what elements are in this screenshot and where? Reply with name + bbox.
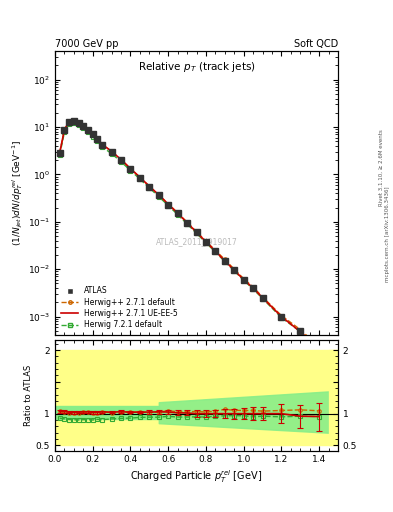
Text: Relative $p_T$ (track jets): Relative $p_T$ (track jets)	[138, 60, 255, 74]
Y-axis label: $(1/N_{jet})dN/dp_T^{rel}$ [GeV$^{-1}$]: $(1/N_{jet})dN/dp_T^{rel}$ [GeV$^{-1}$]	[11, 140, 25, 246]
Text: ATLAS_2011_I919017: ATLAS_2011_I919017	[156, 237, 237, 246]
X-axis label: Charged Particle $p_T^{rel}$ [GeV]: Charged Particle $p_T^{rel}$ [GeV]	[130, 468, 263, 485]
Y-axis label: Ratio to ATLAS: Ratio to ATLAS	[24, 365, 33, 426]
Legend: ATLAS, Herwig++ 2.7.1 default, Herwig++ 2.7.1 UE-EE-5, Herwig 7.2.1 default: ATLAS, Herwig++ 2.7.1 default, Herwig++ …	[59, 284, 180, 332]
Text: Soft QCD: Soft QCD	[294, 38, 338, 49]
Text: 7000 GeV pp: 7000 GeV pp	[55, 38, 119, 49]
Text: mcplots.cern.ch [arXiv:1306.3436]: mcplots.cern.ch [arXiv:1306.3436]	[385, 186, 389, 282]
Text: Rivet 3.1.10, ≥ 2.6M events: Rivet 3.1.10, ≥ 2.6M events	[379, 130, 384, 206]
